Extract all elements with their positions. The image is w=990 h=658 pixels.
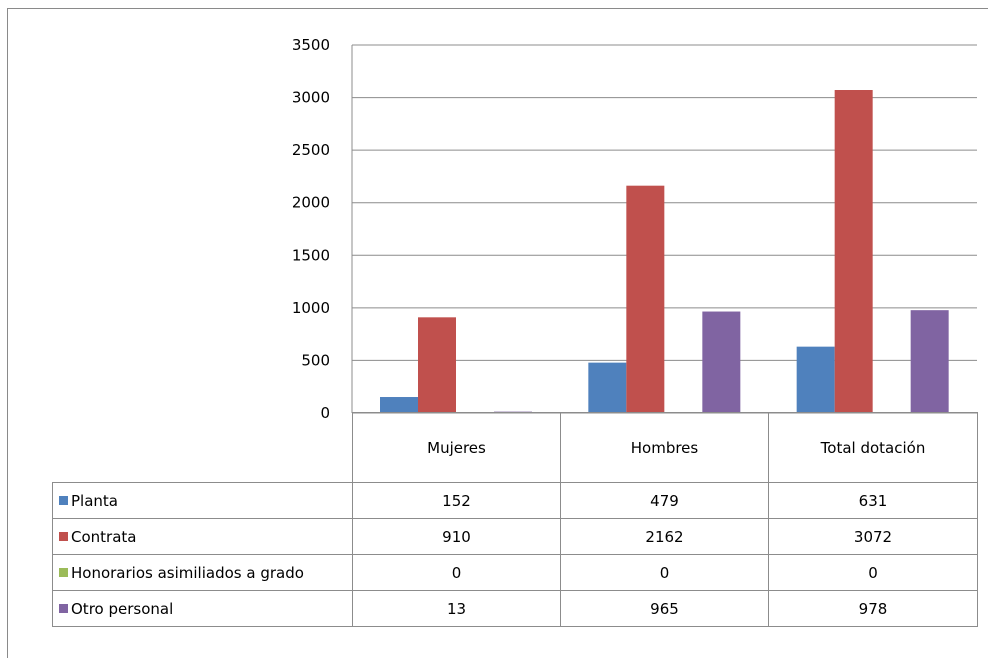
legend-swatch [59,495,68,505]
series-label: Planta [52,482,353,519]
data-value: 631 [768,482,978,519]
table-row: Honorarios asimiliados a grado 0 0 0 [52,554,978,591]
category-label: Total dotación [768,412,978,483]
table-corner [52,412,353,483]
category-label-text: Mujeres [427,438,486,457]
series-name: Contrata [71,527,137,546]
series-name: Otro personal [71,599,174,618]
table-row: Otro personal 13 965 978 [52,590,978,627]
series-label: Honorarios asimiliados a grado [52,554,353,591]
series-label: Contrata [52,518,353,555]
data-value: 13 [352,590,561,627]
bar-planta [588,362,627,413]
data-value: 978 [768,590,978,627]
table-row: Contrata 910 2162 3072 [52,518,978,555]
category-label-text: Hombres [630,438,699,457]
series-name: Planta [71,491,118,510]
data-value: 0 [768,554,978,591]
bar-chart: 0 500 1000 1500 2000 2500 3000 3500 [292,36,977,420]
series-name: Honorarios asimiliados a grado [71,563,304,582]
data-value: 479 [560,482,769,519]
table-header-row: Mujeres Hombres Total dotación [52,412,978,483]
data-value: 910 [352,518,561,555]
y-tick-label: 0 [320,404,330,420]
bar-planta [380,397,418,413]
legend-swatch [59,567,68,577]
y-tick-label: 3000 [292,89,330,107]
table-row: Planta 152 479 631 [52,482,978,519]
category-label: Hombres [560,412,769,483]
data-value: 152 [352,482,561,519]
bar-otro-personal [702,311,741,413]
data-value: 0 [560,554,769,591]
y-tick-label: 3500 [292,36,330,54]
legend-swatch [59,531,68,541]
y-tick-label: 1000 [292,299,330,317]
data-value: 2162 [560,518,769,555]
category-label-text: Total dotación [820,438,926,457]
data-value: 3072 [768,518,978,555]
data-value: 0 [352,554,561,591]
legend-swatch [59,603,68,613]
series-label: Otro personal [52,590,353,627]
y-tick-label: 500 [301,351,330,369]
bar-contrata [626,185,665,413]
bar-planta [796,346,835,413]
data-value: 965 [560,590,769,627]
y-tick-label: 2000 [292,194,330,212]
bar-contrata [418,317,456,413]
bar-contrata [834,90,873,413]
data-table: Mujeres Hombres Total dotación Planta 152 479… [52,412,978,627]
bar-otro-personal [910,310,949,413]
y-tick-label: 2500 [292,141,330,159]
chart-frame [7,8,988,658]
y-tick-label: 1500 [292,246,330,264]
category-label: Mujeres [352,412,561,483]
